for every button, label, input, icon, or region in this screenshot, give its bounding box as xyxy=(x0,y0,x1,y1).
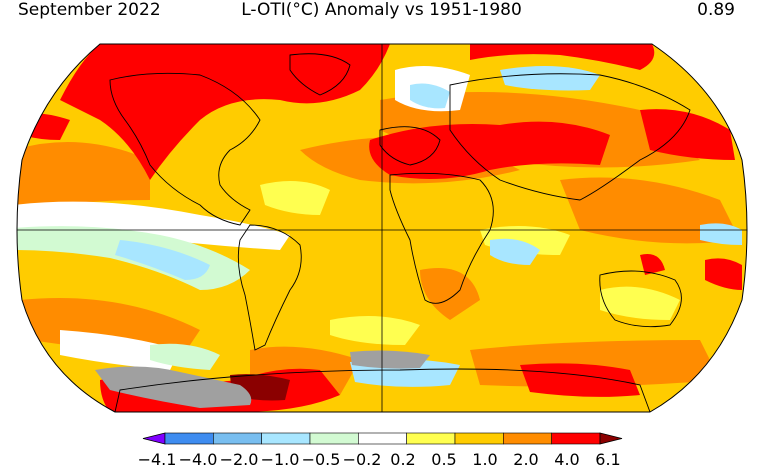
legend-tick-label: 1.0 xyxy=(472,450,498,469)
legend-swatch-9 xyxy=(551,432,601,445)
anomaly-region-east-pacific-neutral xyxy=(17,201,290,250)
anomaly-region-siberia-cool xyxy=(500,66,600,91)
globe-outline xyxy=(16,43,748,413)
anomaly-region-caribbean xyxy=(260,181,330,215)
anomaly-region-pacific-north xyxy=(17,142,150,210)
legend-tick-label: −0.2 xyxy=(342,450,382,469)
legend-swatch-2 xyxy=(213,432,262,445)
south-america-outline xyxy=(237,224,302,351)
legend-tick-label: −1.0 xyxy=(260,450,300,469)
legend-labels: −4.1 −4.0 −2.0 −1.0 −0.5 −0.2 0.2 0.5 1.0 2.0 4.0 6… xyxy=(0,450,763,472)
legend-swatch-4 xyxy=(309,432,359,445)
anomaly-region-south-atlantic xyxy=(330,316,420,345)
map-date: September 2022 xyxy=(18,0,161,20)
legend-tick-label: 0.5 xyxy=(431,450,457,469)
anomaly-region-australia-south xyxy=(600,286,680,320)
legend-swatch-7 xyxy=(454,432,504,445)
anomaly-region-indian-cool xyxy=(490,238,540,265)
legend-swatch-1 xyxy=(164,432,214,445)
anomaly-region-arctic-america xyxy=(60,44,390,180)
anomaly-region-east-asia xyxy=(640,109,735,160)
legend-swatch-8 xyxy=(503,432,552,445)
anomaly-region-central-asia xyxy=(369,121,610,179)
antarctica-outline xyxy=(114,368,651,412)
continent-outlines xyxy=(109,53,691,412)
africa-outline xyxy=(389,172,494,304)
legend-tick-label: 0.2 xyxy=(390,450,416,469)
legend-tick-label: −0.5 xyxy=(301,450,341,469)
legend-swatch-6 xyxy=(406,432,456,445)
anomaly-region-west-pacific xyxy=(560,177,740,244)
legend-tick-label: −4.0 xyxy=(178,450,218,469)
greenland-outline xyxy=(289,53,351,96)
anomaly-region-arctic-siberia xyxy=(470,44,655,70)
legend-swatch-3 xyxy=(261,432,311,445)
legend-tick-label: 2.0 xyxy=(513,450,539,469)
australia-outline xyxy=(599,270,682,328)
map-title: L-OTI(°C) Anomaly vs 1951-1980 xyxy=(241,0,522,20)
global-mean-anomaly: 0.89 xyxy=(697,0,735,20)
legend-tick-label: 6.1 xyxy=(595,450,621,469)
anomaly-region-amundsen-cool xyxy=(150,343,220,370)
legend-tick-label: 4.0 xyxy=(554,450,580,469)
asia-outline xyxy=(449,73,691,201)
legend-swatch-above-max xyxy=(599,432,623,445)
legend-swatch-below-min xyxy=(142,432,166,445)
legend-color-bar xyxy=(142,432,623,445)
anomaly-region-finland-cool xyxy=(410,83,450,109)
europe-outline xyxy=(379,126,441,166)
anomaly-region-la-nina xyxy=(115,240,210,280)
anomaly-region-antarctica-east xyxy=(520,363,640,397)
anomaly-region-pacific-cool xyxy=(700,223,742,245)
anomaly-field xyxy=(17,44,747,412)
legend-swatch-5 xyxy=(358,432,407,445)
legend-tick-label: −2.0 xyxy=(219,450,259,469)
no-data-region-east-antarctica xyxy=(350,350,430,369)
legend-tick-label: −4.1 xyxy=(137,450,177,469)
anomaly-region-australia-north xyxy=(640,254,665,275)
no-data-region-west-antarctica xyxy=(95,366,252,408)
anomaly-region-southern-africa xyxy=(420,268,480,320)
anomaly-region-tasman xyxy=(705,258,742,290)
north-america-outline xyxy=(109,72,261,226)
